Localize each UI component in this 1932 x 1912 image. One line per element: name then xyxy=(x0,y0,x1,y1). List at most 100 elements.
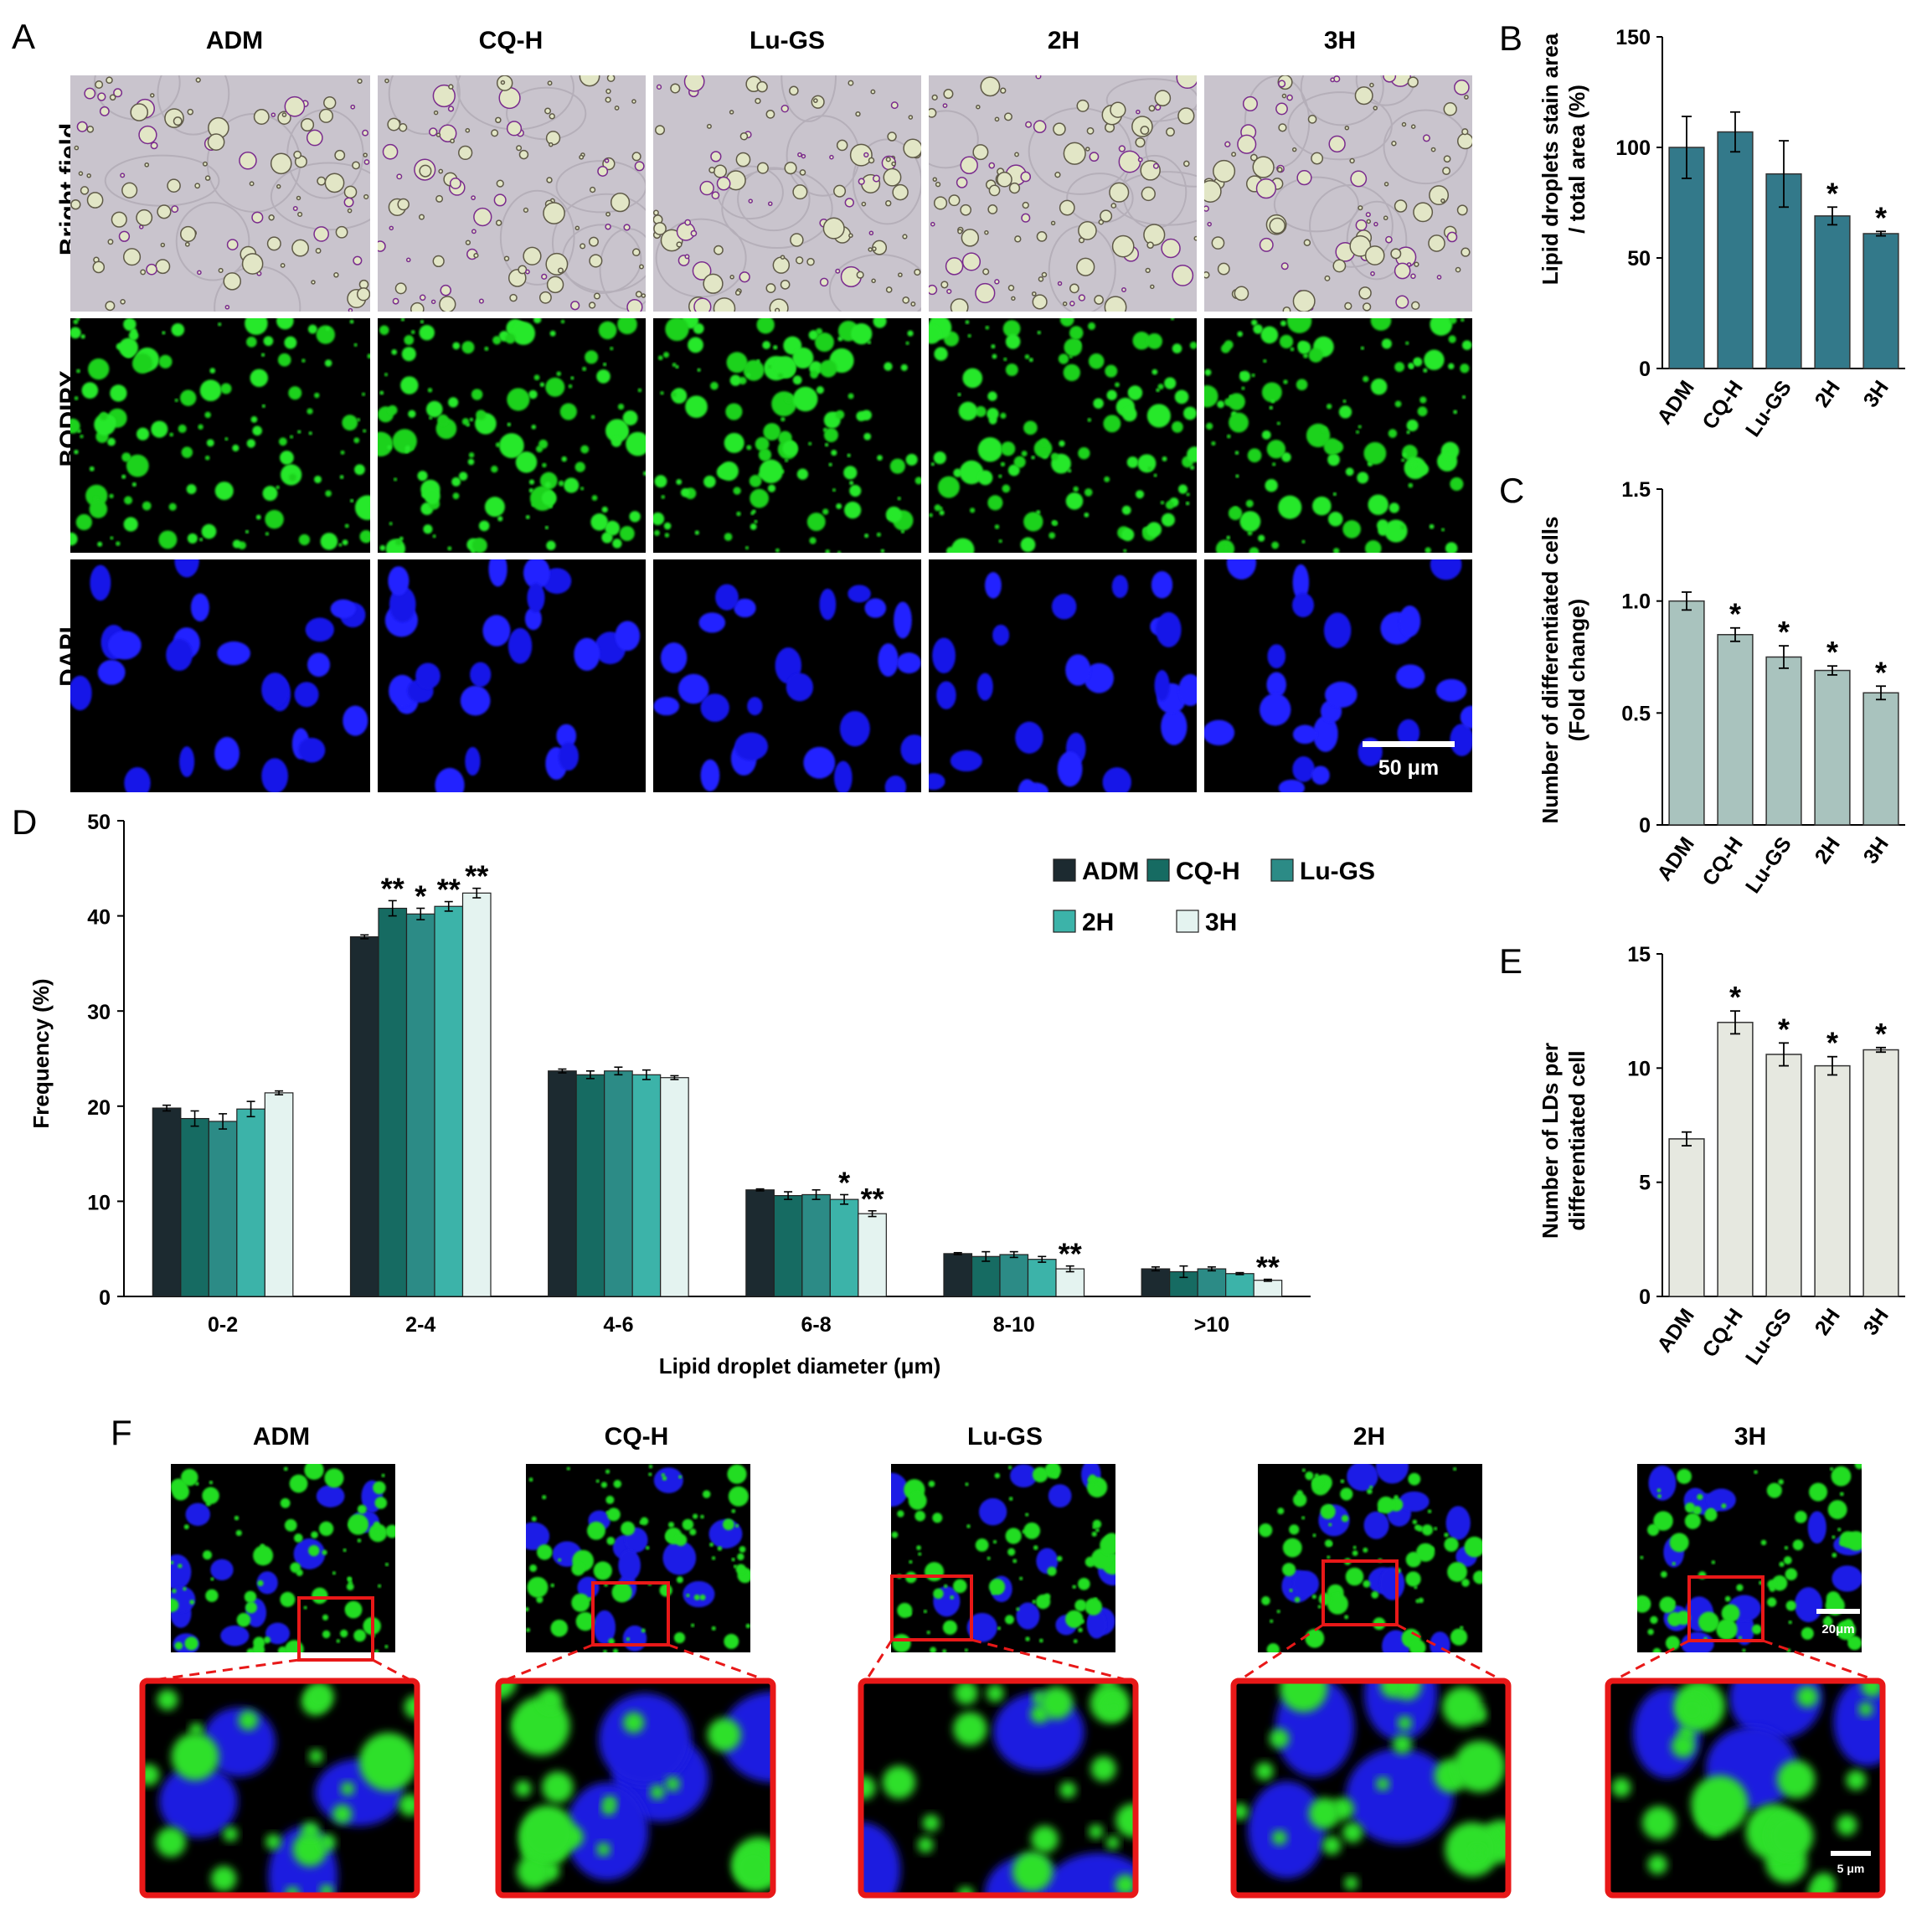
lipid-droplet xyxy=(450,138,455,144)
bodipy-droplet xyxy=(1286,318,1312,333)
lipid-droplet xyxy=(1410,273,1416,280)
lipid-droplet xyxy=(473,252,479,259)
bar xyxy=(631,1074,662,1297)
bodipy-droplet xyxy=(1445,542,1458,553)
lipid-droplet xyxy=(1394,262,1411,280)
lipid-droplet xyxy=(844,198,854,208)
chart-d-lipid-droplet-diameter: Frequency (%) Lipid droplet diameter (μm… xyxy=(28,811,1375,1379)
lipid-droplet xyxy=(653,209,659,216)
bodipy-droplet xyxy=(1280,320,1286,327)
lipid-droplet xyxy=(1846,1531,1862,1551)
lipid-droplet xyxy=(781,104,789,113)
lipid-droplet xyxy=(1739,1636,1743,1640)
bodipy-droplet xyxy=(1088,353,1105,369)
lipid-droplet xyxy=(648,1464,653,1469)
lipid-droplet xyxy=(1280,262,1289,271)
lipid-droplet xyxy=(473,207,492,227)
lipid-droplet xyxy=(1407,76,1419,88)
lipid-droplet xyxy=(935,181,941,188)
panel-f-column-headers: ADM CQ-H Lu-GS 2H 3H xyxy=(253,1423,1766,1451)
nucleus xyxy=(900,734,921,765)
lipid-droplet xyxy=(1311,152,1324,165)
x-tick-label: 6-8 xyxy=(801,1313,832,1337)
bodipy-droplet xyxy=(873,318,887,328)
cell-outline xyxy=(1309,183,1394,268)
bodipy-droplet xyxy=(1368,494,1388,515)
bodipy-droplet xyxy=(744,546,750,550)
significance-marker: * xyxy=(1875,1017,1887,1051)
significance-marker: * xyxy=(1875,200,1887,234)
lipid-droplet xyxy=(1363,1547,1368,1553)
panel-f-tiles xyxy=(139,1464,1886,1899)
lipid-droplet xyxy=(646,1545,650,1550)
lipid-droplet xyxy=(1461,1579,1470,1587)
lipid-droplet xyxy=(1377,1496,1395,1514)
bodipy-droplet xyxy=(1260,326,1279,344)
lipid-droplet xyxy=(707,1718,741,1752)
bar xyxy=(999,1254,1029,1297)
lipid-droplet xyxy=(209,1481,214,1485)
lipid-droplet xyxy=(1282,1563,1296,1577)
bodipy-droplet xyxy=(187,533,198,544)
legend-label: CQ-H xyxy=(1176,858,1240,885)
lipid-droplet xyxy=(1355,219,1368,231)
bodipy-droplet xyxy=(1461,318,1465,322)
y-tick-label: 100 xyxy=(1615,137,1651,160)
lipid-droplet xyxy=(542,1771,574,1803)
lipid-droplet xyxy=(1414,1524,1420,1531)
bodipy-droplet xyxy=(1342,520,1361,539)
lipid-droplet xyxy=(1308,1797,1341,1830)
lipid-droplet xyxy=(80,186,90,195)
bodipy-droplet xyxy=(1146,332,1162,349)
bodipy-droplet xyxy=(80,334,85,339)
lipid-droplet xyxy=(1025,121,1033,128)
lipid-droplet xyxy=(389,225,394,231)
bodipy-droplet xyxy=(214,482,234,501)
bodipy-droplet xyxy=(880,549,885,553)
lipid-droplet xyxy=(1213,159,1236,183)
bodipy-droplet xyxy=(1031,456,1035,460)
bodipy-droplet xyxy=(88,358,110,380)
bodipy-droplet xyxy=(379,544,386,551)
bodipy-droplet xyxy=(987,391,997,401)
panel-a-header-adm: ADM xyxy=(206,27,263,54)
lipid-droplet xyxy=(1020,171,1032,183)
cell-outline xyxy=(655,218,747,298)
lipid-droplet xyxy=(323,96,337,110)
tile-dapi-2h xyxy=(929,559,1197,792)
lipid-droplet xyxy=(357,78,363,85)
lipid-droplet xyxy=(1831,1466,1852,1487)
nucleus xyxy=(316,1485,345,1507)
bodipy-droplet xyxy=(1423,368,1428,373)
bodipy-droplet xyxy=(288,386,302,400)
bodipy-droplet xyxy=(126,454,149,477)
nucleus xyxy=(1154,670,1170,701)
nucleus xyxy=(834,760,853,792)
nucleus xyxy=(1832,1565,1862,1592)
bodipy-droplet xyxy=(665,318,689,342)
lipid-droplet xyxy=(207,133,225,151)
nucleus xyxy=(166,638,193,672)
x-tick-label: Lu-GS xyxy=(1741,376,1796,441)
lipid-droplet xyxy=(604,158,610,163)
lipid-droplet xyxy=(1286,94,1293,101)
lipid-droplet xyxy=(1692,1506,1702,1515)
lipid-droplet xyxy=(1092,1525,1096,1529)
lipid-droplet xyxy=(382,143,399,160)
lipid-droplet xyxy=(1721,1503,1727,1509)
bodipy-droplet xyxy=(598,321,617,340)
panel-label-b: B xyxy=(1499,18,1522,58)
bodipy-droplet xyxy=(771,391,797,417)
lipid-droplet xyxy=(1088,1824,1104,1839)
bodipy-droplet xyxy=(448,397,459,408)
lipid-droplet xyxy=(699,180,714,196)
bodipy-droplet xyxy=(697,368,701,372)
tile-content xyxy=(653,75,921,312)
bodipy-droplet xyxy=(447,546,452,551)
bar xyxy=(604,1070,633,1297)
bodipy-droplet xyxy=(151,420,168,438)
lipid-droplet xyxy=(1289,1524,1300,1535)
bodipy-droplet xyxy=(864,533,869,539)
nucleus xyxy=(653,1467,683,1493)
